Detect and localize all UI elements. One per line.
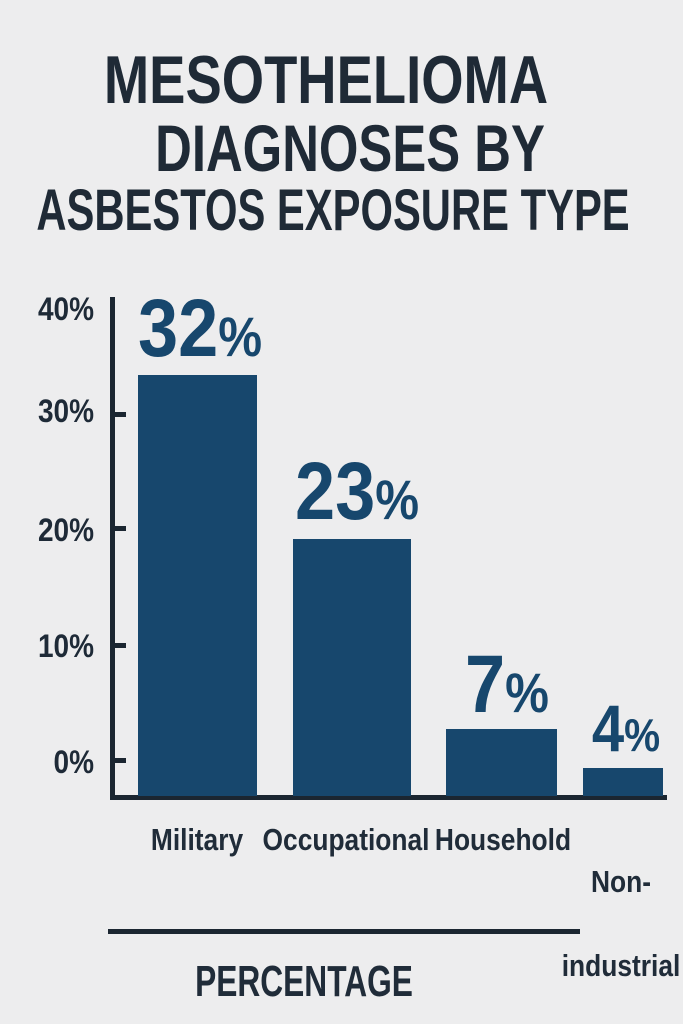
y-tick-10 [114, 643, 126, 648]
chart-title-line-1: MESOTHELIOMA [103, 42, 548, 118]
category-label-occupational: Occupational [262, 822, 430, 857]
category-label-military: Military [150, 822, 244, 857]
y-tick-label-10: 10% [37, 628, 94, 664]
value-number: 32 [137, 283, 219, 374]
category-label-household: Household [434, 822, 572, 857]
y-axis-line [110, 297, 115, 799]
category-label-line-1: Non- [590, 864, 651, 899]
y-tick-label-0: 0% [53, 744, 94, 780]
bar-military [138, 375, 257, 796]
chart-title-line-2: DIAGNOSES BY [154, 111, 545, 185]
value-number: 7 [465, 639, 506, 730]
value-label-household: 7% [465, 644, 549, 726]
value-label-occupational: 23% [295, 451, 419, 533]
y-tick-label-40: 40% [37, 291, 94, 327]
y-tick-label-30: 30% [37, 393, 94, 429]
percent-sign: % [624, 709, 661, 761]
percent-sign: % [218, 305, 263, 368]
y-tick-30 [114, 412, 126, 417]
bar-household [446, 729, 557, 796]
category-label-non-industrial: Non- industrial [562, 819, 681, 987]
value-label-non-industrial: 4% [592, 695, 660, 761]
percent-sign: % [505, 661, 549, 724]
footer-divider-line [108, 929, 580, 934]
y-tick-label-20: 20% [37, 512, 94, 548]
percent-sign: % [375, 468, 420, 531]
y-tick-20 [114, 526, 126, 531]
y-tick-0 [114, 758, 126, 763]
category-label-line-2: industrial [561, 948, 681, 983]
value-number: 23 [294, 446, 376, 537]
bar-occupational [293, 539, 411, 796]
bar-non-industrial [583, 768, 663, 796]
value-number: 4 [591, 691, 625, 765]
chart-title-line-3: ASBESTOS EXPOSURE TYPE [35, 178, 630, 243]
value-label-military: 32% [138, 288, 262, 370]
x-axis-line [110, 795, 667, 800]
x-axis-title: PERCENTAGE [195, 957, 413, 1006]
